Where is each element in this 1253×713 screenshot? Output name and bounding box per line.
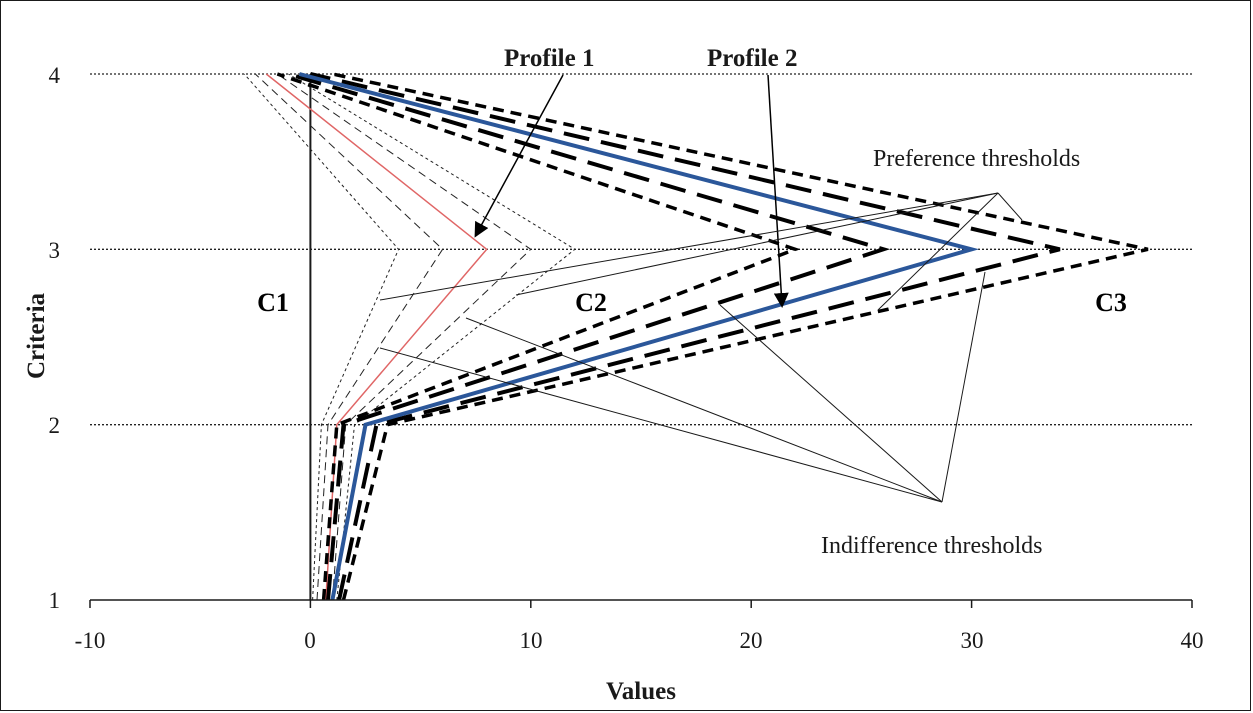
profile-1-arrow xyxy=(474,74,564,238)
series-line-p1-pref-upper-dot xyxy=(288,73,576,601)
preference-thresholds-label: Preference thresholds xyxy=(873,146,1080,172)
grid-layer xyxy=(90,73,1192,426)
x-tick-label: 0 xyxy=(304,628,316,653)
profile-1-label: Profile 1 xyxy=(504,45,594,72)
series-line-p2-indiff-lower-dash xyxy=(287,72,891,601)
profile-2-label: Profile 2 xyxy=(707,45,797,72)
y-tick-label: 1 xyxy=(49,588,61,613)
series-line-p2-pref-lower-dot xyxy=(276,72,801,601)
preference-leader xyxy=(379,192,999,301)
x-tick-label: 10 xyxy=(520,628,543,653)
series-line-p2-pref-upper-dot xyxy=(332,72,1149,601)
indifference-leader xyxy=(379,347,943,503)
y-tick-label: 2 xyxy=(49,413,61,438)
indifference-thresholds-label: Indifference thresholds xyxy=(821,533,1042,559)
indifference-leader xyxy=(941,271,986,503)
preference-leader xyxy=(877,192,999,311)
region-label-c2: C2 xyxy=(575,288,607,317)
y-tick-label: 3 xyxy=(49,238,61,263)
series-line-p2-indiff-upper-dash xyxy=(309,72,1061,601)
y-axis-title: Criteria xyxy=(23,292,50,379)
region-label-c3: C3 xyxy=(1095,288,1127,317)
series-line-profile1-red xyxy=(265,73,488,601)
region-label-c1: C1 xyxy=(257,288,289,317)
series-line-p1-indiff-lower-dash xyxy=(254,73,444,601)
axes-layer xyxy=(89,599,1193,608)
preference-leader xyxy=(515,192,999,296)
x-tick-label: 20 xyxy=(740,628,763,653)
x-tick-label: 30 xyxy=(961,628,984,653)
annotation-layer xyxy=(379,74,1023,503)
profile-2-arrow xyxy=(767,74,789,308)
x-tick-label: -10 xyxy=(75,628,106,653)
x-axis-title: Values xyxy=(606,678,676,705)
indifference-leader xyxy=(465,317,943,503)
series-line-p1-pref-lower-dot xyxy=(243,73,400,601)
series-line-profile2-blue xyxy=(298,72,980,601)
x-tick-label: 40 xyxy=(1181,628,1204,653)
series-layer xyxy=(243,72,1149,601)
y-tick-label: 4 xyxy=(49,63,61,88)
preference-leader xyxy=(997,192,1023,221)
series-line-p1-indiff-upper-dash xyxy=(277,73,532,601)
indifference-leader xyxy=(719,304,943,503)
